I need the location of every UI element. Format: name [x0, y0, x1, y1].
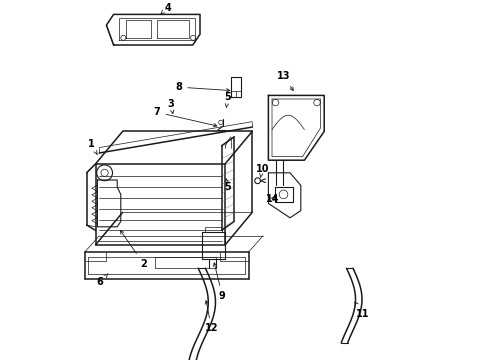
Text: 5: 5: [224, 179, 231, 192]
Text: 1: 1: [88, 139, 97, 154]
Text: 4: 4: [161, 3, 171, 14]
Text: 12: 12: [205, 301, 218, 333]
Text: 7: 7: [154, 107, 217, 127]
Text: 13: 13: [277, 71, 294, 91]
Text: 6: 6: [97, 274, 108, 287]
Text: 2: 2: [121, 230, 147, 269]
Text: 10: 10: [255, 164, 269, 177]
Text: 11: 11: [355, 302, 369, 319]
Text: 14: 14: [266, 194, 279, 204]
Text: 5: 5: [224, 92, 231, 108]
Text: 8: 8: [175, 82, 230, 92]
Text: 9: 9: [213, 263, 226, 301]
Text: 3: 3: [168, 99, 174, 113]
